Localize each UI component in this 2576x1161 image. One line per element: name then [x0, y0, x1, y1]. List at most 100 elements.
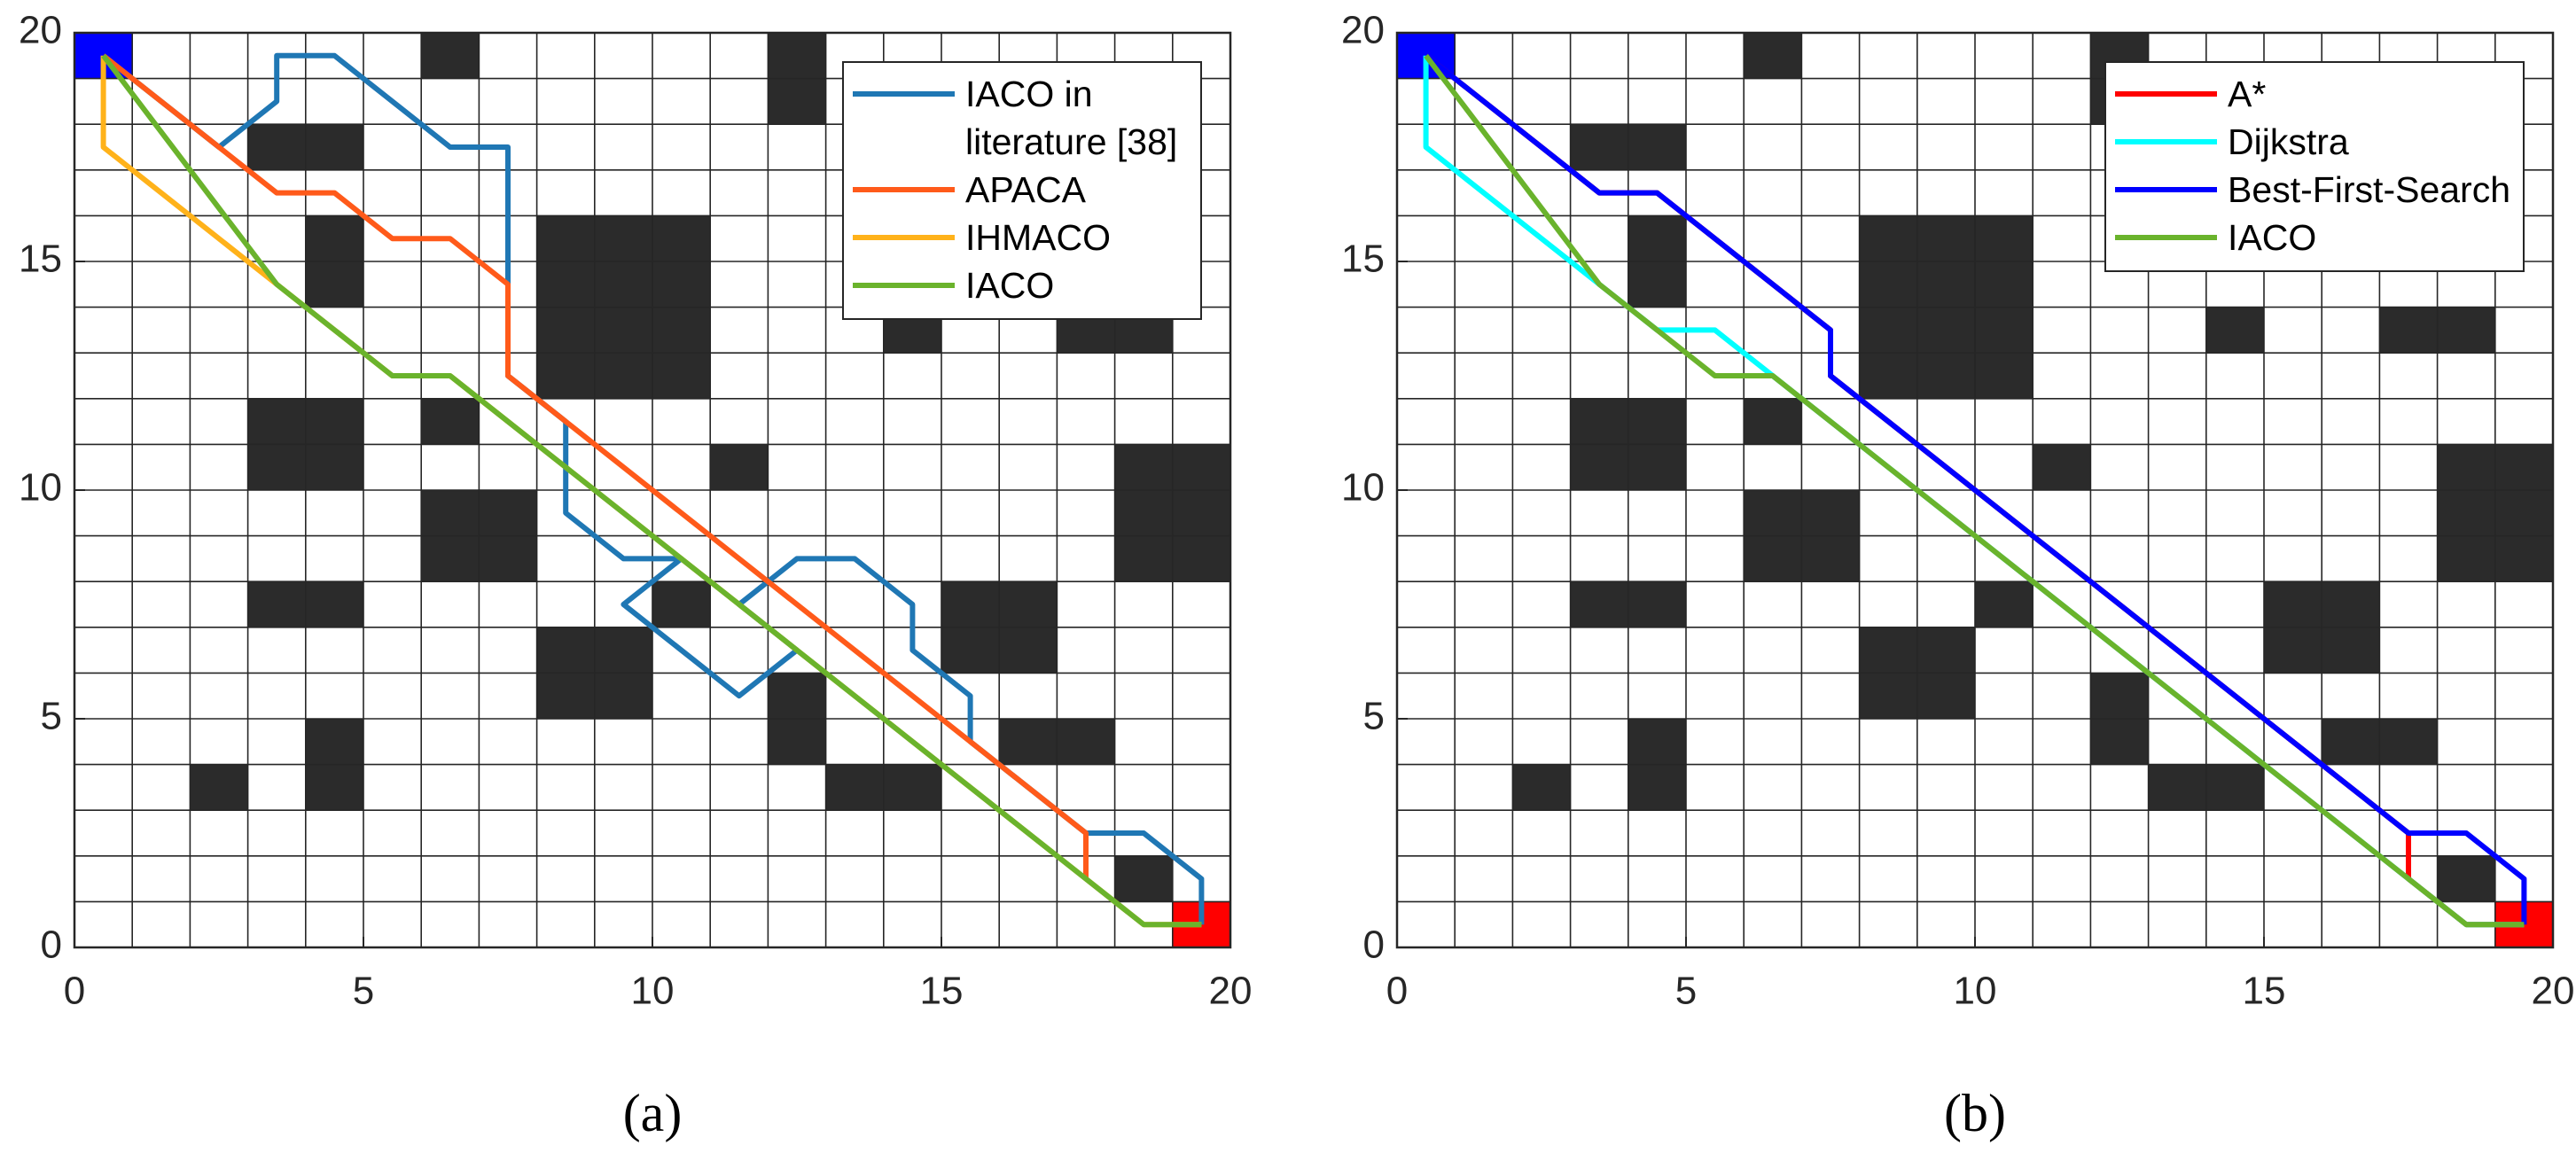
x-tick-label: 5	[1675, 970, 1697, 1013]
obstacle	[2494, 535, 2553, 582]
obstacle	[1975, 581, 2033, 627]
obstacle	[2437, 855, 2495, 902]
obstacle	[1172, 490, 1230, 536]
obstacle	[594, 261, 652, 308]
obstacle	[190, 764, 248, 811]
obstacle	[2379, 719, 2438, 765]
obstacle	[1628, 215, 1686, 261]
x-tick-label: 10	[631, 970, 675, 1013]
obstacle	[652, 215, 711, 261]
legend-label: IHMACO	[965, 217, 1111, 258]
obstacle	[594, 673, 652, 719]
obstacle	[2322, 627, 2380, 674]
obstacle	[825, 764, 884, 811]
plot-frame	[73, 31, 1232, 949]
obstacle	[305, 444, 363, 490]
obstacle	[1859, 307, 1917, 354]
obstacle	[1057, 719, 1115, 765]
obstacle	[421, 535, 480, 582]
obstacle	[2437, 444, 2495, 490]
obstacle	[1628, 398, 1686, 445]
obstacle	[768, 33, 826, 79]
obstacle	[941, 627, 1000, 674]
legend-entry: IACO in literature [38]	[853, 70, 1188, 166]
y-tick-label: 0	[41, 923, 62, 967]
legend-label: IACO	[2228, 217, 2317, 258]
legend-swatch	[853, 187, 955, 192]
obstacle	[768, 673, 826, 719]
obstacle	[1975, 215, 2033, 261]
legend: IACO in literature [38] APACA IHMACO IACO	[842, 61, 1202, 320]
obstacle	[421, 33, 480, 79]
obstacle	[1859, 215, 1917, 261]
obstacle	[305, 124, 363, 170]
y-tick-label: 5	[1363, 695, 1385, 738]
obstacle	[999, 581, 1058, 627]
legend-swatch	[2115, 139, 2218, 144]
obstacle	[247, 581, 306, 627]
obstacle	[536, 627, 595, 674]
obstacle	[2322, 581, 2380, 627]
legend-swatch	[853, 91, 955, 97]
obstacle	[2090, 673, 2149, 719]
obstacle	[652, 353, 711, 399]
obstacle	[1916, 215, 1975, 261]
obstacle	[247, 398, 306, 445]
path-line	[101, 53, 1089, 879]
obstacle	[652, 581, 711, 627]
caption: (b)	[1944, 1084, 2006, 1142]
obstacle	[2033, 444, 2091, 490]
x-tick-label: 15	[2243, 970, 2286, 1013]
path-line	[101, 53, 1202, 928]
obstacle	[305, 215, 363, 261]
obstacle	[768, 78, 826, 125]
obstacle	[1512, 764, 1571, 811]
obstacle	[594, 353, 652, 399]
obstacle	[1628, 124, 1686, 170]
obstacle	[2437, 307, 2495, 354]
obstacle	[2090, 719, 2149, 765]
obstacle	[883, 764, 941, 811]
obstacle	[710, 444, 769, 490]
obstacle	[1916, 353, 1975, 399]
obstacle	[594, 215, 652, 261]
x-tick-label: 0	[1386, 970, 1408, 1013]
obstacle	[1570, 124, 1628, 170]
y-tick-label: 15	[19, 238, 62, 281]
obstacle	[536, 307, 595, 354]
obstacle	[2494, 444, 2553, 490]
legend-entry: APACA	[853, 166, 1188, 214]
legend-swatch	[853, 235, 955, 240]
obstacle	[1744, 490, 1802, 536]
obstacle	[1744, 535, 1802, 582]
legend-entry: Best-First-Search	[2115, 166, 2510, 214]
obstacle	[1916, 673, 1975, 719]
obstacle	[2264, 627, 2322, 674]
legend-label: Dijkstra	[2228, 121, 2349, 162]
legend-entry: A*	[2115, 70, 2510, 118]
x-tick-label: 20	[2532, 970, 2575, 1013]
obstacle	[2379, 307, 2438, 354]
obstacle	[1570, 398, 1628, 445]
obstacle	[1114, 444, 1173, 490]
obstacle	[305, 719, 363, 765]
obstacle	[652, 307, 711, 354]
obstacle	[421, 490, 480, 536]
obstacle	[2437, 535, 2495, 582]
legend-swatch	[853, 283, 955, 288]
obstacle	[536, 673, 595, 719]
legend-label: IACO in literature [38]	[965, 74, 1178, 162]
obstacle	[1628, 444, 1686, 490]
obstacle	[1114, 535, 1173, 582]
obstacle	[1975, 353, 2033, 399]
obstacle	[2148, 764, 2206, 811]
path-line	[101, 52, 1205, 925]
legend-entry: Dijkstra	[2115, 118, 2510, 166]
legend-swatch	[2115, 91, 2218, 97]
legend-label: APACA	[965, 169, 1086, 210]
obstacle	[1859, 261, 1917, 308]
obstacle	[1114, 855, 1173, 902]
obstacle	[1628, 719, 1686, 765]
x-tick-label: 10	[1954, 970, 1997, 1013]
